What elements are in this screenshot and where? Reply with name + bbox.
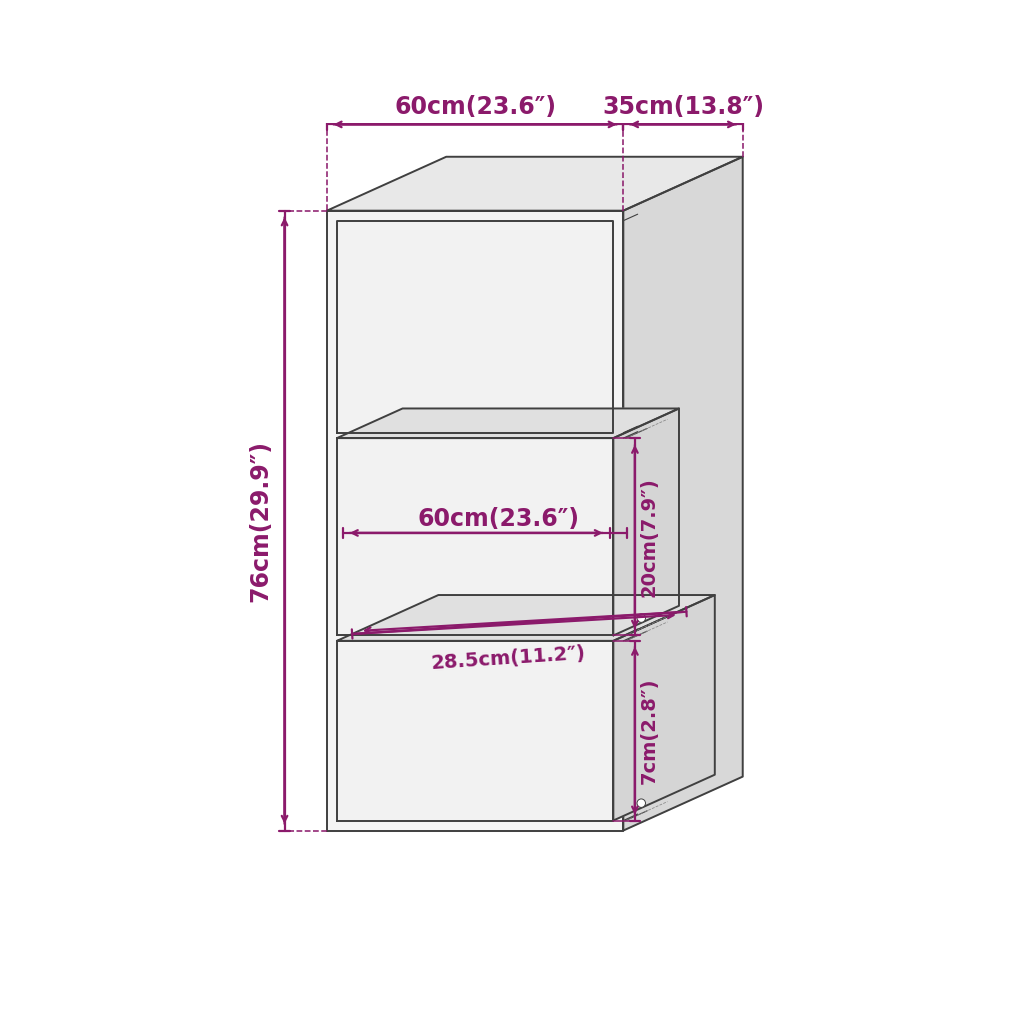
Text: 60cm(23.6″): 60cm(23.6″)	[417, 507, 580, 531]
Polygon shape	[327, 211, 624, 830]
Polygon shape	[337, 641, 613, 820]
Polygon shape	[337, 220, 613, 433]
Polygon shape	[337, 438, 613, 636]
Text: 20cm(7.9″): 20cm(7.9″)	[639, 477, 658, 597]
Text: 60cm(23.6″): 60cm(23.6″)	[394, 95, 556, 120]
Polygon shape	[337, 409, 679, 438]
Polygon shape	[613, 595, 715, 820]
Circle shape	[637, 614, 645, 623]
Polygon shape	[624, 157, 742, 830]
Text: 76cm(29.9″): 76cm(29.9″)	[248, 439, 272, 601]
Text: 28.5cm(11.2″): 28.5cm(11.2″)	[430, 644, 586, 673]
Polygon shape	[613, 409, 679, 636]
Text: 35cm(13.8″): 35cm(13.8″)	[602, 95, 764, 120]
Polygon shape	[337, 595, 715, 641]
Polygon shape	[327, 157, 742, 211]
Circle shape	[637, 799, 645, 807]
Text: 7cm(2.8″): 7cm(2.8″)	[639, 678, 658, 784]
